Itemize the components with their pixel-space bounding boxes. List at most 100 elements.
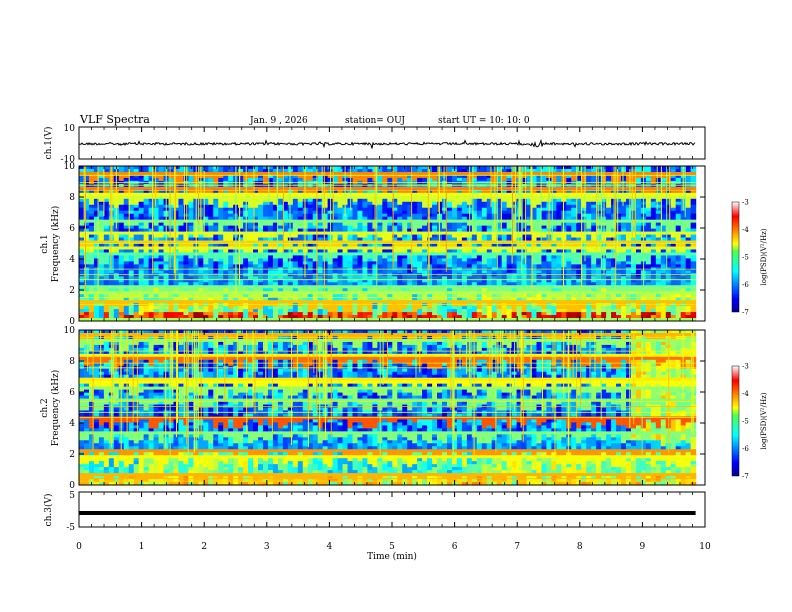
spectrogram-cell	[442, 177, 448, 182]
spectrogram-cell	[650, 255, 657, 268]
spectrogram-cell	[556, 225, 562, 233]
spectrogram-cell	[536, 300, 543, 307]
spectrogram-cell	[168, 168, 175, 173]
spectrogram-cell	[640, 303, 647, 313]
spectrogram-cell	[566, 300, 572, 313]
spectrogram-cell	[188, 285, 194, 292]
spectrogram-cell	[337, 285, 344, 292]
spectrogram-cell	[262, 249, 269, 254]
spectrogram-cell	[407, 222, 413, 230]
spectrogram-cell	[79, 225, 85, 230]
spectrogram-cell	[297, 228, 304, 233]
spectrogram-cell	[536, 240, 543, 245]
spectrogram-cell	[417, 291, 423, 295]
spectrogram-cell	[193, 303, 199, 313]
spectrogram-cell	[128, 330, 135, 334]
spectrogram-cell	[208, 461, 214, 465]
spectrogram-cell	[307, 246, 314, 251]
spectrogram-cell	[625, 276, 632, 286]
spectrogram-cell	[128, 431, 135, 441]
spectrogram-cell	[143, 353, 150, 358]
spectrogram-cell	[168, 416, 175, 423]
spectrogram-cell	[143, 398, 150, 412]
spectrogram-cell	[292, 285, 299, 289]
spectrogram-cell	[248, 297, 254, 301]
spectrogram-cell	[93, 416, 100, 421]
spectrogram-cell	[138, 398, 145, 406]
spectrogram-cell	[297, 207, 304, 212]
spectrogram-cell	[402, 213, 408, 221]
spectrogram-cell	[178, 192, 185, 197]
spectrogram-cell	[312, 198, 319, 212]
spectrogram-cell	[218, 231, 224, 236]
spectrogram-cell	[133, 395, 140, 400]
spectrogram-cell	[392, 192, 398, 197]
spectrogram-cell	[561, 195, 567, 203]
spectrogram-cell	[675, 291, 682, 295]
spectrogram-cell	[128, 476, 135, 480]
spectrogram-cell	[133, 231, 140, 236]
spectrogram-cell	[680, 285, 687, 289]
spectrogram-cell	[377, 246, 383, 254]
spectrogram-cell	[412, 300, 418, 313]
spectrogram-cell	[640, 312, 647, 316]
spectrogram-cell	[362, 198, 369, 203]
spectrogram-cell	[556, 213, 562, 221]
spectrogram-cell	[83, 380, 90, 385]
spectrogram-cell	[546, 249, 552, 254]
spectrogram-cell	[93, 198, 100, 209]
spectrogram-cell	[148, 440, 155, 444]
spectrogram-cell	[635, 276, 642, 280]
spectrogram-cell	[277, 210, 284, 221]
spectrogram-cell	[253, 276, 259, 280]
spectrogram-cell	[611, 252, 617, 259]
spectrogram-cell	[481, 291, 488, 295]
spectrogram-cell	[531, 306, 538, 310]
spectrogram-cell	[451, 174, 458, 179]
spectrogram-cell	[446, 234, 453, 239]
spectrogram-cell	[437, 303, 443, 316]
spectrogram-cell	[307, 219, 314, 224]
spectrogram-cell	[660, 318, 667, 322]
spectrogram-cell	[218, 249, 224, 254]
spectrogram-cell	[292, 303, 299, 313]
spectrogram-cell	[123, 371, 130, 376]
spectrogram-cell	[675, 285, 682, 292]
spectrogram-cell	[511, 207, 518, 215]
spectrogram-cell	[521, 192, 528, 197]
spectrogram-cell	[665, 309, 672, 313]
spectrogram-cell	[168, 443, 175, 450]
spectrogram-cell	[218, 306, 224, 310]
spectrogram-cell	[456, 243, 463, 248]
spectrogram-cell	[506, 174, 513, 179]
spectrogram-cell	[83, 431, 90, 441]
spectrogram-cell	[481, 192, 488, 197]
spectrogram-cell	[561, 222, 567, 227]
spectrogram-cell	[143, 338, 150, 343]
spectrogram-cell	[307, 249, 314, 254]
spectrogram-cell	[133, 243, 140, 248]
spectrogram-cell	[277, 225, 284, 230]
spectrogram-cell	[248, 312, 254, 316]
spectrogram-cell	[158, 389, 165, 394]
spectrogram-cell	[412, 255, 418, 262]
spectrogram-cell	[347, 219, 354, 227]
spectrogram-cell	[138, 258, 145, 265]
spectrogram-cell	[133, 449, 140, 453]
spectrogram-cell	[188, 407, 194, 412]
spectrogram-cell	[625, 195, 632, 200]
spectrogram-cell	[685, 246, 692, 251]
spectrogram-cell	[158, 243, 165, 248]
spectrogram-cell	[123, 338, 130, 352]
spectrogram-cell	[586, 166, 592, 170]
spectrogram-cell	[357, 210, 364, 218]
spectrogram-cell	[526, 309, 533, 313]
spectrogram-cell	[675, 246, 682, 254]
spectrogram-cell	[213, 318, 219, 322]
spectrogram-cell	[367, 285, 373, 292]
spectrogram-cell	[422, 252, 428, 257]
spectrogram-cell	[163, 443, 170, 447]
spectrogram-cell	[287, 195, 294, 206]
spectrogram-cell	[481, 237, 488, 242]
spectrogram-cell	[213, 407, 219, 415]
